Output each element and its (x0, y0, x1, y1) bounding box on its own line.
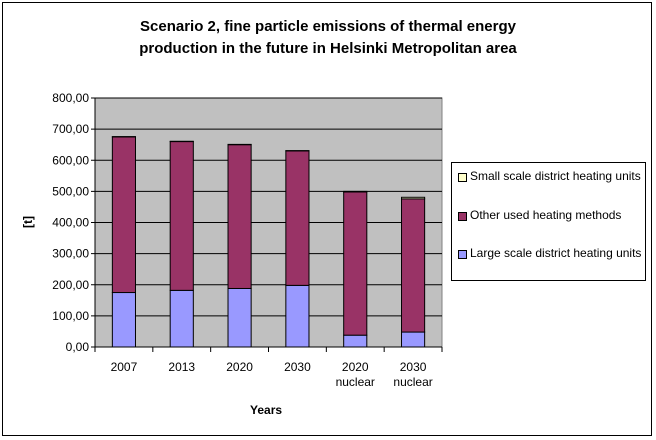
x-tick-label: 2020 (226, 360, 253, 374)
y-tick-label: 100,00 (52, 309, 89, 323)
bar-segment (285, 150, 310, 286)
bar-segment (343, 190, 368, 193)
legend-item-small-scale: Small scale district heating units (458, 169, 643, 184)
legend-swatch-large-scale (458, 250, 467, 259)
legend-label-other-methods: Other used heating methods (470, 208, 622, 222)
legend-label-small-scale: Small scale district heating units (470, 169, 641, 183)
y-tick-label: 400,00 (52, 216, 89, 230)
y-tick-label: 600,00 (52, 153, 89, 167)
x-axis-title: Years (250, 403, 283, 417)
bar-segment (285, 284, 310, 348)
y-tick-label: 500,00 (52, 184, 89, 198)
legend-swatch-other-methods (458, 212, 467, 221)
y-tick-label: 300,00 (52, 247, 89, 261)
x-tick-label: 2007 (111, 360, 138, 374)
chart-title-line-2: production in the future in Helsinki Met… (139, 40, 517, 57)
y-tick-label: 200,00 (52, 278, 89, 292)
y-tick-label: 700,00 (52, 122, 89, 136)
chart-legend: Small scale district heating units Other… (451, 162, 646, 281)
x-tick-label: nuclear (393, 375, 432, 389)
x-tick-label: 2030 (284, 360, 311, 374)
bar-segment (111, 292, 136, 348)
x-tick-label: 2020 (342, 360, 369, 374)
bar-segment (111, 136, 136, 294)
chart-title: Scenario 2, fine particle emissions of t… (0, 16, 656, 60)
legend-item-large-scale: Large scale district heating units (458, 246, 643, 261)
bar-segment (169, 141, 194, 291)
y-tick-label: 0,00 (66, 340, 90, 354)
bar-segment (227, 287, 252, 348)
bar-segment (401, 331, 426, 348)
legend-item-other-methods: Other used heating methods (458, 208, 643, 223)
chart-title-line-1: Scenario 2, fine particle emissions of t… (140, 18, 516, 35)
legend-swatch-small-scale (458, 173, 467, 182)
bar-segment (401, 196, 426, 200)
x-tick-label: nuclear (336, 375, 375, 389)
bar-segment (169, 289, 194, 348)
bar-segment (343, 191, 368, 336)
legend-label-large-scale: Large scale district heating units (470, 246, 642, 260)
y-axis-title: [t] (21, 216, 35, 228)
x-tick-label: 2030 (400, 360, 427, 374)
x-tick-label: 2013 (168, 360, 195, 374)
bar-segment (343, 334, 368, 348)
bar-segment (401, 198, 426, 333)
y-tick-label: 800,00 (52, 91, 89, 105)
bar-segment (227, 144, 252, 289)
